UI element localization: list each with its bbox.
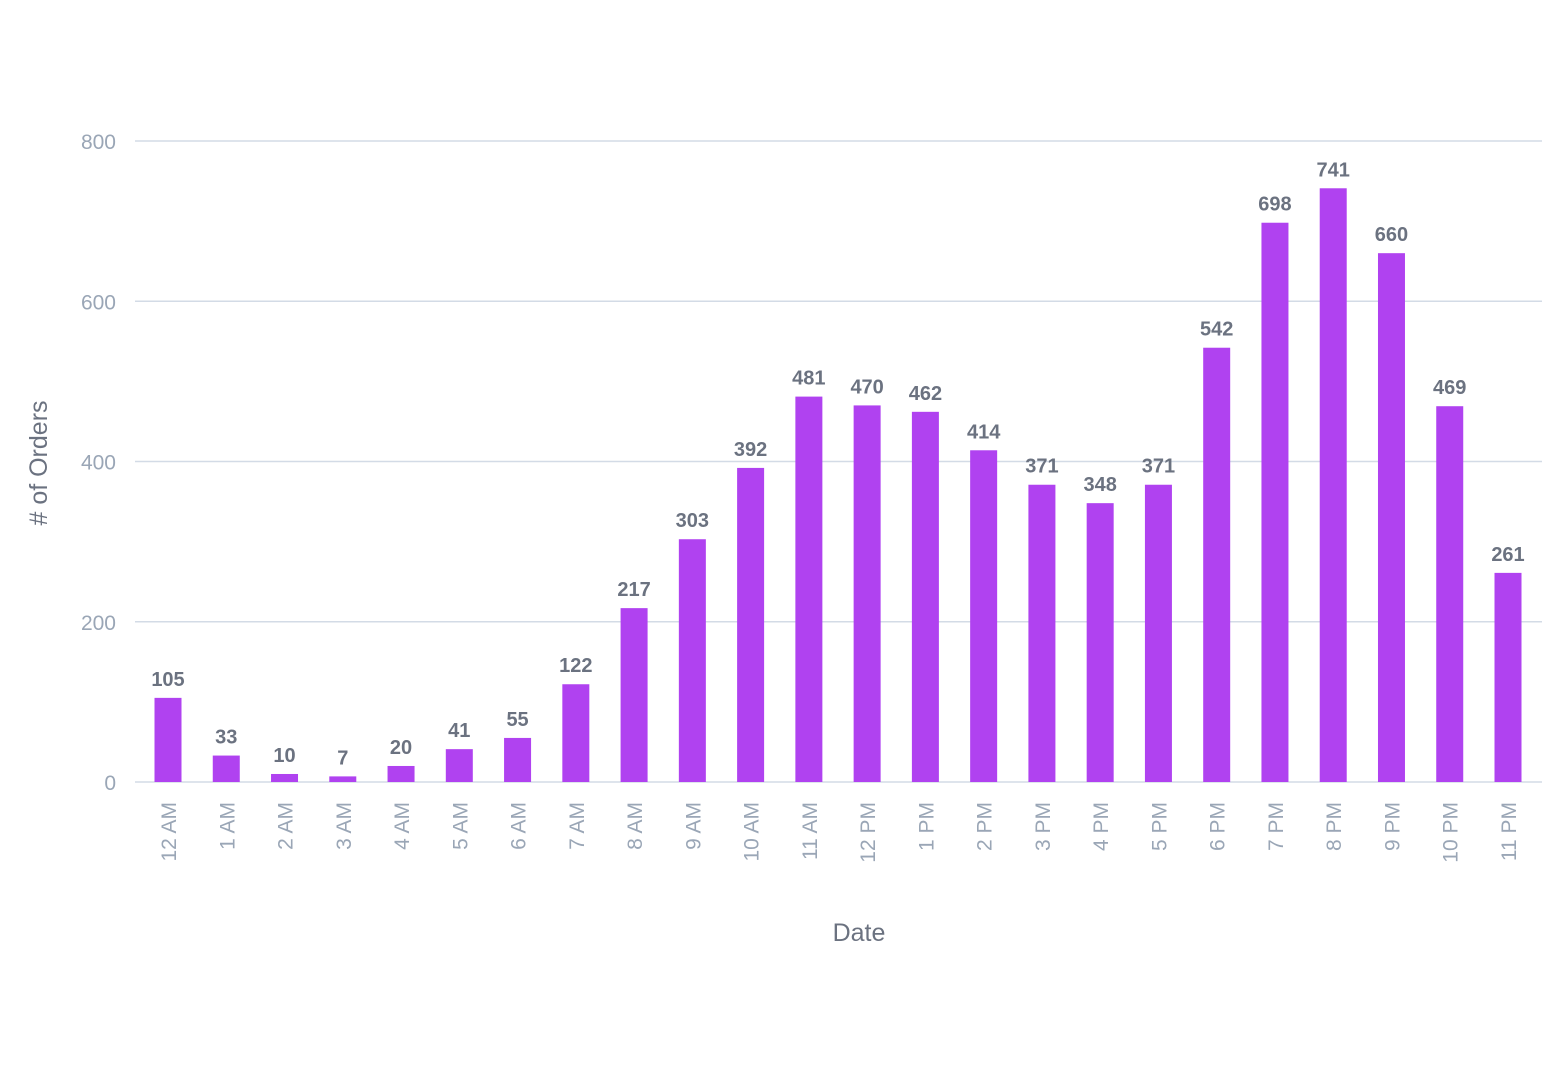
x-tick-label: 8 AM bbox=[624, 802, 647, 850]
bar bbox=[678, 539, 706, 782]
x-tick-label: 6 PM bbox=[1207, 802, 1230, 851]
data-label: 105 bbox=[151, 669, 184, 691]
y-tick-label: 0 bbox=[104, 772, 116, 795]
data-label: 122 bbox=[559, 655, 592, 677]
bar bbox=[329, 776, 357, 782]
x-tick-label: 3 PM bbox=[1032, 802, 1055, 851]
x-axis-ticks: 12 AM 1 AM 2 AM 3 AM 4 AM 5 AM 6 AM 7 AM 8 AM 9 A… bbox=[158, 802, 1521, 863]
bar bbox=[1144, 484, 1172, 782]
bar bbox=[911, 411, 939, 782]
data-label: 414 bbox=[967, 421, 1001, 443]
x-tick-label: 7 AM bbox=[566, 802, 589, 850]
data-label: 392 bbox=[734, 439, 767, 461]
data-label: 261 bbox=[1491, 544, 1524, 566]
x-axis-title: Date bbox=[833, 919, 886, 947]
x-tick-label: 6 AM bbox=[508, 802, 531, 850]
data-label: 660 bbox=[1375, 224, 1408, 246]
bar bbox=[1028, 484, 1056, 782]
x-tick-label: 4 AM bbox=[391, 802, 414, 850]
bars bbox=[154, 188, 1522, 783]
data-label: 470 bbox=[850, 376, 883, 398]
x-tick-label: 5 AM bbox=[449, 802, 472, 850]
data-label: 20 bbox=[390, 737, 412, 759]
gridlines bbox=[135, 140, 1542, 783]
bar bbox=[1086, 503, 1114, 782]
bar bbox=[1261, 222, 1289, 783]
x-tick-label: 10 AM bbox=[741, 802, 764, 862]
x-tick-label: 11 PM bbox=[1498, 802, 1521, 861]
bar bbox=[737, 467, 765, 782]
bar bbox=[562, 684, 590, 782]
x-tick-label: 4 PM bbox=[1090, 802, 1113, 851]
bar bbox=[1319, 188, 1347, 782]
data-label: 303 bbox=[676, 510, 709, 532]
bar bbox=[154, 697, 182, 782]
x-tick-label: 1 AM bbox=[216, 802, 239, 850]
bar bbox=[445, 749, 473, 782]
data-label: 348 bbox=[1083, 474, 1116, 496]
x-tick-label: 7 PM bbox=[1265, 802, 1288, 851]
x-tick-label: 1 PM bbox=[915, 802, 938, 851]
x-tick-label: 5 PM bbox=[1148, 802, 1171, 851]
bar bbox=[212, 755, 240, 782]
x-tick-label: 9 PM bbox=[1381, 802, 1404, 851]
bar bbox=[1436, 406, 1464, 782]
bar bbox=[620, 608, 648, 782]
data-label: 469 bbox=[1433, 377, 1466, 399]
bar bbox=[853, 405, 881, 782]
bar bbox=[1494, 572, 1522, 782]
bar bbox=[387, 765, 415, 782]
data-labels: 105 33 10 7 20 41 55 122 217 303 392 481 470 462 414 37… bbox=[151, 159, 1524, 769]
data-label: 481 bbox=[792, 368, 825, 390]
bar bbox=[970, 450, 998, 782]
data-label: 542 bbox=[1200, 319, 1233, 341]
bar bbox=[271, 773, 299, 782]
bar bbox=[504, 737, 532, 782]
x-tick-label: 2 PM bbox=[974, 802, 997, 851]
bar bbox=[1377, 253, 1405, 783]
data-label: 698 bbox=[1258, 194, 1291, 216]
data-label: 371 bbox=[1025, 456, 1058, 478]
data-label: 371 bbox=[1142, 456, 1175, 478]
data-label: 7 bbox=[337, 747, 348, 769]
x-tick-label: 2 AM bbox=[275, 802, 298, 850]
data-label: 10 bbox=[273, 745, 295, 767]
data-label: 462 bbox=[909, 383, 942, 405]
x-tick-label: 12 AM bbox=[158, 802, 181, 862]
y-axis-ticks: 0 200 400 600 800 bbox=[81, 131, 116, 795]
data-label: 33 bbox=[215, 727, 237, 749]
x-tick-label: 3 AM bbox=[333, 802, 356, 850]
data-label: 217 bbox=[617, 579, 650, 601]
x-tick-label: 12 PM bbox=[857, 802, 880, 863]
data-label: 41 bbox=[448, 720, 470, 742]
y-tick-label: 200 bbox=[81, 612, 116, 635]
x-tick-label: 8 PM bbox=[1323, 802, 1346, 851]
y-tick-label: 400 bbox=[81, 452, 116, 475]
data-label: 55 bbox=[506, 709, 528, 731]
x-tick-label: 9 AM bbox=[682, 802, 705, 850]
bar bbox=[1203, 347, 1231, 782]
bar bbox=[795, 396, 823, 782]
y-axis-title: # of Orders bbox=[25, 400, 53, 525]
data-label: 741 bbox=[1317, 159, 1350, 181]
y-tick-label: 800 bbox=[81, 131, 116, 154]
x-tick-label: 10 PM bbox=[1440, 802, 1463, 863]
y-tick-label: 600 bbox=[81, 291, 116, 314]
x-tick-label: 11 AM bbox=[799, 802, 822, 860]
